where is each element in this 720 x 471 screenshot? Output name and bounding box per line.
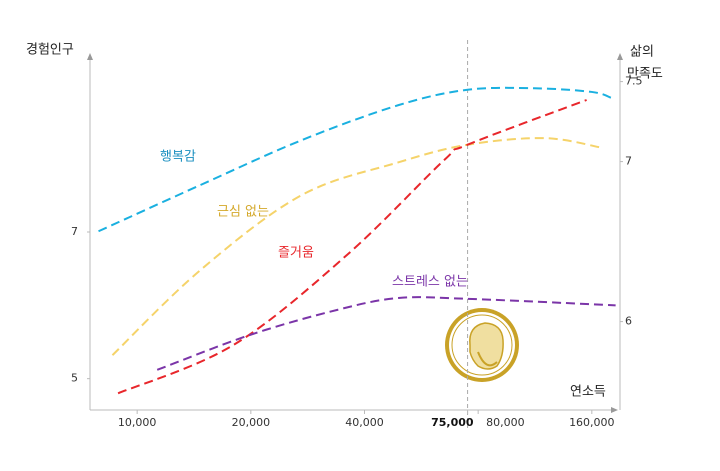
x-tick-label: 75,000 xyxy=(431,416,474,429)
y2-tick-label: 7.5 xyxy=(625,75,643,88)
y2-axis-title: 삶의 xyxy=(630,45,654,60)
x-tick-label: 20,000 xyxy=(232,416,271,429)
y-axis-title: 경험인구 xyxy=(26,43,74,58)
series-line xyxy=(98,86,612,233)
y-tick-label: 7 xyxy=(71,225,78,238)
x-tick-label: 80,000 xyxy=(486,416,525,429)
series-line xyxy=(156,296,616,371)
series-label: 근심 없는 xyxy=(217,205,269,220)
series-label: 즐거움 xyxy=(278,246,314,261)
x-tick-label: 160,000 xyxy=(569,416,615,429)
y2-axis-title: 만족도 xyxy=(627,67,663,82)
series-line xyxy=(117,99,587,395)
x-tick-label: 10,000 xyxy=(118,416,157,429)
medal xyxy=(445,308,519,382)
x-axis-title: 연소득 xyxy=(570,385,606,400)
y2-tick-label: 6 xyxy=(625,315,632,328)
y-tick-label: 5 xyxy=(71,372,78,385)
series-line xyxy=(111,137,602,356)
series-label: 행복감 xyxy=(160,149,196,165)
y2-tick-label: 7 xyxy=(625,155,632,168)
x-tick-label: 40,000 xyxy=(345,416,384,429)
series-label: 스트레스 없는 xyxy=(392,275,468,290)
